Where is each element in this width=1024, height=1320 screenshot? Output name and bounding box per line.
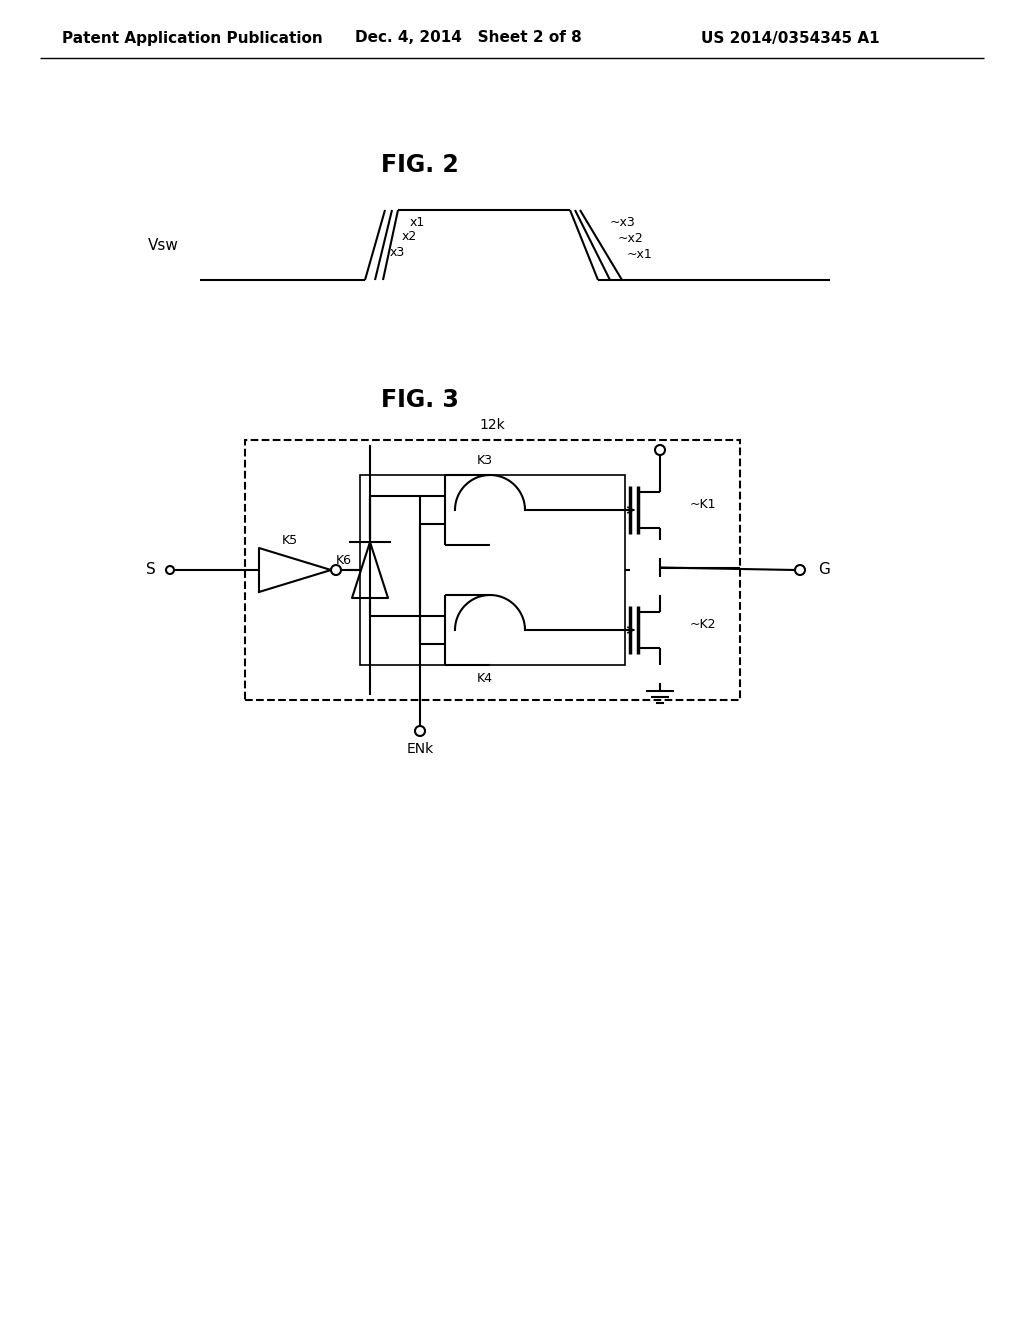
Text: FIG. 3: FIG. 3 xyxy=(381,388,459,412)
Text: Patent Application Publication: Patent Application Publication xyxy=(61,30,323,45)
Text: US 2014/0354345 A1: US 2014/0354345 A1 xyxy=(700,30,880,45)
Text: ~x1: ~x1 xyxy=(627,248,652,260)
Text: ~K2: ~K2 xyxy=(690,619,717,631)
Text: ~x2: ~x2 xyxy=(618,231,644,244)
Text: x2: x2 xyxy=(402,230,417,243)
Text: Dec. 4, 2014   Sheet 2 of 8: Dec. 4, 2014 Sheet 2 of 8 xyxy=(354,30,582,45)
Text: K3: K3 xyxy=(477,454,493,467)
Text: Vsw: Vsw xyxy=(148,238,179,252)
Text: ENk: ENk xyxy=(407,742,433,756)
Text: K5: K5 xyxy=(282,533,298,546)
Text: ~x3: ~x3 xyxy=(610,215,636,228)
Text: K6: K6 xyxy=(336,553,352,566)
Text: S: S xyxy=(146,562,156,578)
Text: 12k: 12k xyxy=(479,418,506,432)
Text: x1: x1 xyxy=(410,215,425,228)
Text: K4: K4 xyxy=(477,672,493,685)
Text: ~K1: ~K1 xyxy=(690,499,717,511)
Text: FIG. 2: FIG. 2 xyxy=(381,153,459,177)
Text: G: G xyxy=(818,562,829,578)
Text: x3: x3 xyxy=(390,246,406,259)
